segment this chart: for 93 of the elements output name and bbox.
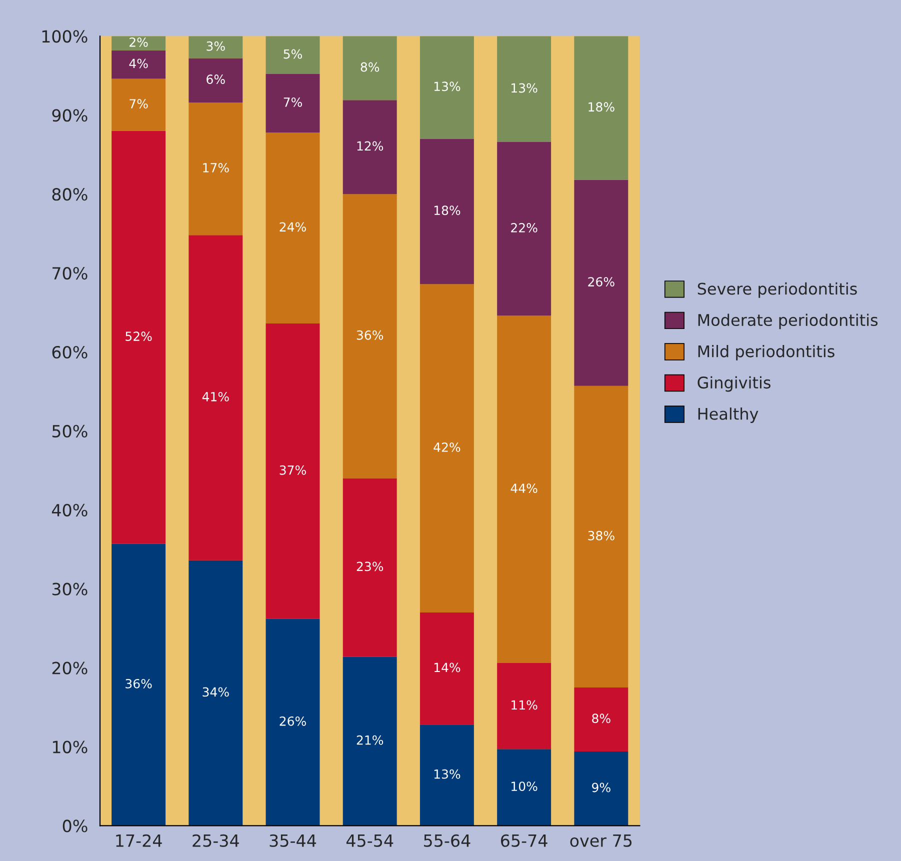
bar (420, 612, 474, 725)
data-label: 41% (202, 392, 229, 402)
legend-label: Moderate periodontitis (698, 314, 878, 330)
data-label: 37% (280, 465, 306, 475)
data-label: 4% (129, 58, 148, 68)
y-tick-label: 80% (52, 188, 88, 201)
y-tick-label: 10% (52, 740, 88, 754)
data-label: 23% (356, 562, 384, 572)
bar (266, 74, 320, 132)
bar (112, 130, 166, 544)
bar (266, 324, 320, 619)
bar (342, 100, 397, 194)
data-label: 26% (280, 716, 306, 726)
data-label: 34% (202, 687, 229, 697)
legend-label: Gingivitis (698, 376, 770, 392)
bar (266, 618, 320, 826)
data-label: 5% (284, 49, 302, 59)
bar (574, 688, 628, 752)
bar (112, 78, 166, 131)
bar (497, 749, 552, 826)
y-tick-label: 0% (62, 820, 88, 832)
data-label: 6% (206, 74, 225, 84)
x-tick-label: 65-74 (501, 834, 548, 847)
data-label: 22% (511, 222, 538, 232)
x-tick-label: 17-24 (116, 834, 162, 847)
data-label: 17% (203, 162, 229, 172)
data-label: 8% (360, 62, 380, 72)
y-tick-label: 50% (52, 424, 88, 438)
y-tick-label: 70% (52, 266, 88, 280)
bar (420, 138, 474, 284)
data-label: 13% (434, 82, 460, 92)
data-label: 8% (592, 714, 610, 724)
data-label: 11% (512, 700, 538, 710)
data-label: 24% (280, 222, 306, 232)
x-tick-label: over 75 (570, 834, 632, 847)
bar (497, 316, 552, 664)
bar (188, 560, 243, 826)
data-label: 38% (588, 530, 614, 540)
bar (497, 142, 552, 316)
data-label: 12% (357, 141, 384, 151)
bar (188, 36, 243, 58)
legend-label: Healthy (698, 408, 758, 423)
bar (188, 235, 243, 560)
y-tick-label: 20% (52, 662, 88, 674)
y-tick-label: 30% (52, 582, 88, 596)
bar (188, 58, 243, 102)
data-label: 7% (284, 97, 302, 107)
data-label: 7% (130, 99, 148, 108)
x-tick-label: 25-34 (192, 834, 239, 847)
data-label: 18% (434, 206, 460, 216)
data-label: 36% (126, 678, 152, 688)
x-tick-label: 45-54 (346, 834, 394, 847)
data-label: 18% (588, 102, 614, 112)
bar (574, 36, 628, 180)
data-label: 3% (206, 41, 225, 51)
bar (342, 656, 397, 826)
data-label: 52% (126, 332, 152, 341)
bar (112, 50, 166, 79)
data-label: 13% (512, 83, 538, 93)
bar (342, 194, 397, 478)
data-label: 21% (356, 735, 384, 745)
bar (497, 663, 552, 750)
x-tick-label: 55-64 (424, 834, 470, 847)
data-label: 44% (510, 484, 538, 493)
bar (342, 36, 397, 100)
bar (574, 180, 628, 386)
bar (266, 132, 320, 324)
bar (266, 36, 320, 74)
bar (420, 36, 474, 139)
x-tick-label: 35-44 (270, 834, 316, 847)
bar (497, 36, 552, 142)
bar (574, 386, 628, 688)
bar (112, 544, 166, 826)
bar (188, 102, 243, 236)
legend-label: Mild periodontitis (698, 344, 834, 360)
y-tick-label: 90% (52, 109, 88, 122)
bar (420, 724, 474, 826)
data-label: 26% (588, 277, 614, 287)
y-tick-label: 60% (52, 346, 88, 359)
bar (420, 284, 474, 613)
y-tick-label: 40% (52, 504, 88, 516)
data-label: 10% (512, 782, 538, 792)
data-label: 9% (592, 782, 610, 792)
data-label: 2% (130, 37, 148, 47)
bar (112, 36, 166, 50)
bar (342, 478, 397, 657)
data-label: 14% (434, 662, 460, 672)
y-tick-label: 100% (42, 30, 88, 43)
legend-label: Severe periodontitis (698, 282, 857, 298)
data-label: 42% (434, 442, 460, 452)
bar (574, 751, 628, 826)
data-label: 13% (434, 769, 460, 779)
data-label: 36% (356, 330, 384, 340)
